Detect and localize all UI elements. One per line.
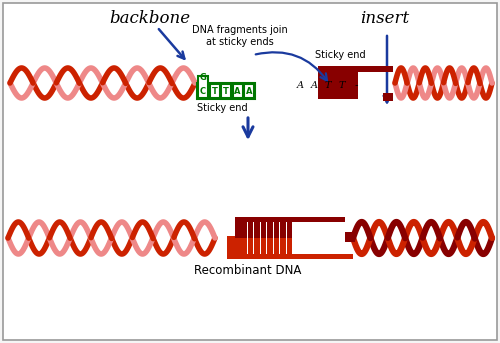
Bar — [221, 84, 231, 98]
Text: T: T — [212, 86, 218, 95]
Bar — [343, 72, 347, 98]
Text: A: A — [310, 81, 318, 90]
Bar — [227, 236, 237, 259]
Bar — [242, 222, 247, 238]
Bar — [338, 72, 342, 98]
Bar — [268, 222, 273, 238]
Text: C: C — [200, 86, 206, 95]
Bar — [268, 238, 273, 254]
Bar — [383, 93, 393, 101]
Bar — [235, 217, 345, 222]
Bar — [248, 238, 254, 254]
Text: Sticky end: Sticky end — [196, 103, 248, 113]
Bar — [248, 222, 254, 238]
Bar — [348, 72, 352, 98]
Bar — [232, 84, 242, 98]
Text: -: - — [354, 80, 358, 90]
Text: A: A — [234, 86, 241, 95]
Text: Sticky end: Sticky end — [314, 50, 366, 60]
Text: T: T — [223, 86, 229, 95]
Bar — [333, 72, 338, 98]
Text: T: T — [325, 81, 331, 90]
Bar — [318, 66, 393, 72]
Bar — [323, 72, 328, 98]
Bar — [210, 84, 220, 98]
Text: T: T — [339, 81, 345, 90]
Bar — [353, 72, 358, 98]
Text: Recombinant DNA: Recombinant DNA — [194, 264, 302, 277]
Bar — [235, 222, 240, 238]
Bar — [318, 72, 322, 98]
Bar — [345, 232, 355, 242]
Bar — [328, 72, 332, 98]
Bar — [280, 222, 286, 238]
Bar — [242, 238, 247, 254]
Bar — [235, 238, 240, 254]
Bar — [274, 222, 280, 238]
Text: G: G — [200, 73, 206, 83]
FancyArrowPatch shape — [256, 52, 327, 81]
Bar — [198, 76, 208, 98]
Bar — [254, 238, 260, 254]
Text: A: A — [246, 86, 252, 95]
Bar — [261, 222, 266, 238]
Bar — [274, 238, 280, 254]
Text: DNA fragments join
at sticky ends: DNA fragments join at sticky ends — [192, 25, 288, 47]
Bar — [227, 254, 353, 259]
Bar — [244, 84, 254, 98]
Bar — [287, 222, 292, 238]
Bar — [280, 238, 286, 254]
Bar — [254, 222, 260, 238]
Text: A: A — [296, 81, 304, 90]
Bar — [287, 238, 292, 254]
Text: insert: insert — [360, 10, 410, 27]
Text: backbone: backbone — [110, 10, 190, 27]
Bar — [261, 238, 266, 254]
Bar — [235, 254, 345, 259]
Bar — [197, 83, 255, 99]
